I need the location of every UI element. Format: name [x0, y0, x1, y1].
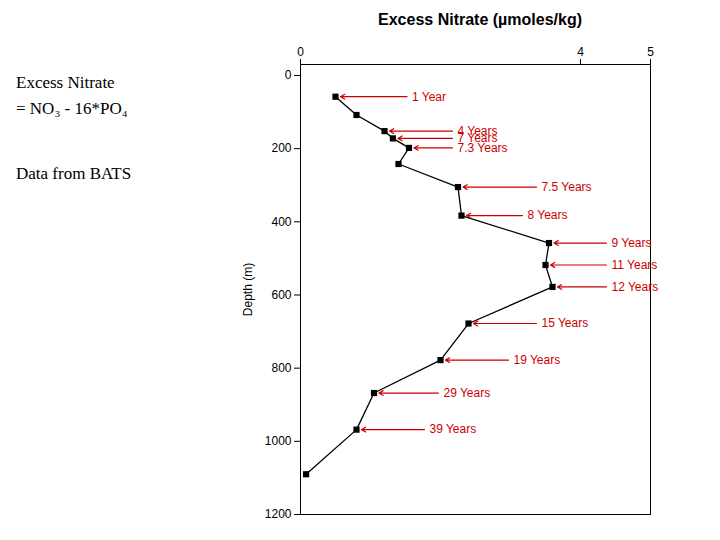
svg-text:200: 200 [271, 141, 291, 155]
svg-text:8 Years: 8 Years [528, 208, 568, 222]
svg-text:15 Years: 15 Years [542, 316, 589, 330]
svg-text:400: 400 [271, 215, 291, 229]
svg-text:9 Years: 9 Years [612, 236, 652, 250]
svg-text:7.5 Years: 7.5 Years [542, 180, 592, 194]
svg-text:4: 4 [577, 45, 584, 59]
svg-text:11 Years: 11 Years [612, 258, 658, 272]
svg-text:1 Year: 1 Year [412, 90, 446, 104]
svg-text:0: 0 [297, 45, 304, 59]
svg-text:600: 600 [271, 288, 291, 302]
svg-text:5: 5 [647, 45, 654, 59]
svg-text:29 Years: 29 Years [444, 386, 491, 400]
svg-text:1200: 1200 [265, 507, 292, 521]
svg-text:12 Years: 12 Years [612, 280, 659, 294]
html-text:Excess Nitrate: Excess Nitrate [16, 73, 115, 92]
html-text:Data from BATS: Data from BATS [16, 164, 132, 183]
svg-text:7 Years: 7 Years [457, 131, 498, 146]
svg-text:39 Years: 39 Years [430, 422, 477, 436]
svg-text:7.3 Years: 7.3 Years [458, 141, 508, 155]
svg-text:19 Years: 19 Years [514, 353, 561, 367]
html-text:= NO₃ - 16*PO₄: = NO₃ - 16*PO₄ [16, 98, 128, 118]
svg-text:800: 800 [271, 361, 291, 375]
svg-text:Depth (m): Depth (m) [241, 263, 255, 316]
html-text:Excess Nitrate (µmoles/kg): Excess Nitrate (µmoles/kg) [378, 11, 582, 28]
svg-text:0: 0 [285, 68, 292, 82]
svg-text:1000: 1000 [265, 434, 292, 448]
